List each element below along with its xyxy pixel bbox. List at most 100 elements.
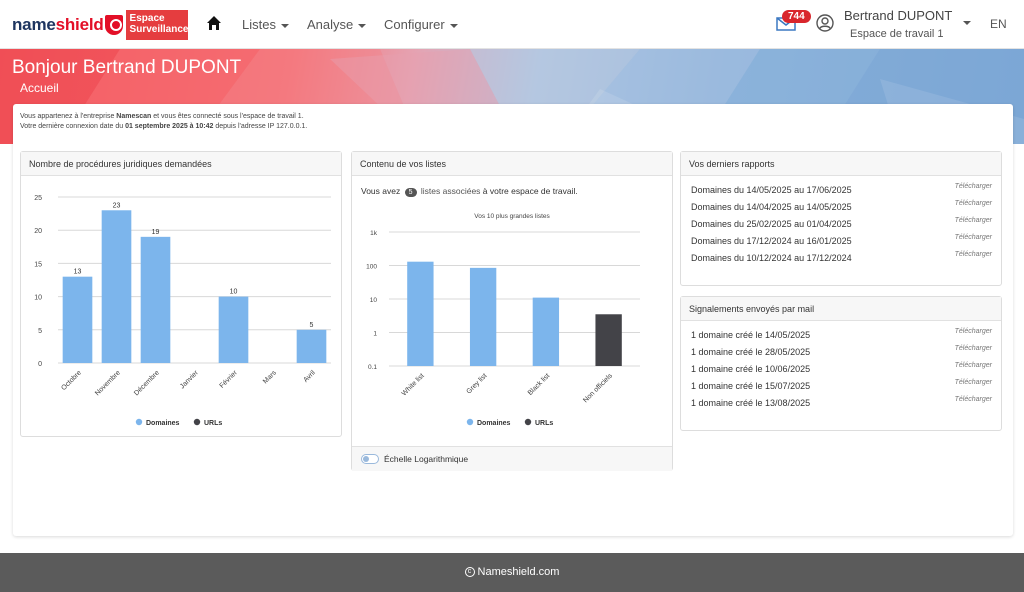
report-label: Domaines du 17/12/2024 au 16/01/2025 <box>691 236 852 246</box>
legend-label: Domaines <box>477 420 511 427</box>
legend-marker <box>466 418 474 426</box>
data-label: 19 <box>152 229 160 236</box>
chevron-down-icon <box>358 23 367 28</box>
lists-link[interactable]: listes associées <box>420 186 481 196</box>
nav-analyse[interactable]: Analyse <box>307 17 367 32</box>
download-link[interactable]: Télécharger <box>954 251 992 258</box>
x-tick-label: White list <box>401 372 426 397</box>
last-login-date: 01 septembre 2025 à 10:42 <box>125 123 214 130</box>
panel-title: Signalements envoyés par mail <box>681 297 1001 321</box>
footer-link[interactable]: Nameshield.com <box>477 566 560 578</box>
home-icon[interactable] <box>206 15 222 31</box>
breadcrumb[interactable]: Accueil <box>20 81 59 95</box>
y-tick-label: 5 <box>38 328 42 335</box>
legend-marker <box>524 418 532 426</box>
report-label: Domaines du 14/04/2025 au 14/05/2025 <box>691 202 852 212</box>
top-navbar: nameshield Espace Surveillances Listes An… <box>0 0 1024 49</box>
report-label: Domaines du 10/12/2024 au 17/12/2024 <box>691 253 852 263</box>
x-tick-label: Novembre <box>94 369 122 397</box>
bar-domaines <box>296 329 327 363</box>
shield-icon <box>104 15 123 35</box>
reports-panel: Vos derniers rapports Domaines du 14/05/… <box>680 151 1002 286</box>
download-link[interactable]: Télécharger <box>954 234 992 241</box>
legend-label: URLs <box>204 420 222 427</box>
bar-domaines <box>101 210 132 363</box>
bar-domaines <box>140 236 171 363</box>
log-scale-label: Échelle Logarithmique <box>384 454 469 464</box>
download-link[interactable]: Télécharger <box>954 200 992 207</box>
x-tick-label: Février <box>219 369 240 390</box>
bar-domaines <box>532 297 560 366</box>
log-scale-toggle[interactable] <box>361 454 379 464</box>
panel-title: Nombre de procédures juridiques demandée… <box>21 152 341 176</box>
download-link[interactable]: Télécharger <box>954 396 992 403</box>
account-intro: Vous appartenez à l'entreprise Namescan … <box>20 113 308 130</box>
nav-configurer[interactable]: Configurer <box>384 17 458 32</box>
chevron-down-icon <box>280 23 289 28</box>
download-link[interactable]: Télécharger <box>954 217 992 224</box>
logo-text-name: name <box>12 15 56 34</box>
download-link[interactable]: Télécharger <box>954 379 992 386</box>
page-title: Bonjour Bertrand DUPONT <box>12 57 242 78</box>
language-switch[interactable]: EN <box>990 17 1007 31</box>
panel-title: Contenu de vos listes <box>352 152 672 176</box>
bar-domaines <box>469 267 497 366</box>
signals-panel: Signalements envoyés par mail 1 domaine … <box>680 296 1002 431</box>
y-tick-label: 1k <box>370 230 378 237</box>
bar-domaines <box>218 296 249 363</box>
bar-domaines <box>407 261 434 366</box>
legend-marker <box>193 418 201 426</box>
user-name[interactable]: Bertrand DUPONT <box>844 8 953 23</box>
download-link[interactable]: Télécharger <box>954 183 992 190</box>
chevron-down-icon[interactable] <box>963 21 971 25</box>
y-tick-label: 0.1 <box>368 364 377 371</box>
y-tick-label: 0 <box>38 361 42 368</box>
panel-title: Vos derniers rapports <box>681 152 1001 176</box>
y-tick-label: 10 <box>34 295 42 302</box>
x-tick-label: Décembre <box>133 369 161 397</box>
data-label: 13 <box>74 269 82 276</box>
y-tick-label: 25 <box>34 195 42 202</box>
lists-summary: Vous avez 5 listes associées à votre esp… <box>361 186 578 197</box>
data-label: 23 <box>113 202 121 209</box>
download-link[interactable]: Télécharger <box>954 328 992 335</box>
x-tick-label: Avril <box>302 369 317 384</box>
x-tick-label: Grey list <box>465 372 488 395</box>
company-name: Namescan <box>116 113 152 120</box>
procedures-chart: 0 5 10 15 20 25 13 Octobre 23 Novembre 19 Décembre J… <box>34 195 331 427</box>
nameshield-logo[interactable]: nameshield Espace Surveillances <box>12 10 194 40</box>
y-tick-label: 100 <box>366 264 377 271</box>
report-label: Domaines du 14/05/2025 au 17/06/2025 <box>691 185 852 195</box>
lists-chart: Vos 10 plus grandes listes 0.1 1 10 100 1k Whi… <box>366 213 640 427</box>
legend-marker <box>135 418 143 426</box>
workspace-name[interactable]: Espace de travail 1 <box>850 28 944 40</box>
signal-label: 1 domaine créé le 28/05/2025 <box>691 347 811 357</box>
nav-listes[interactable]: Listes <box>242 17 289 32</box>
signal-label: 1 domaine créé le 15/07/2025 <box>691 381 811 391</box>
download-link[interactable]: Télécharger <box>954 362 992 369</box>
logo-badge: Espace Surveillances <box>125 10 194 40</box>
signal-label: 1 domaine créé le 14/05/2025 <box>691 330 811 340</box>
data-label: 5 <box>310 322 314 329</box>
legend-label: Domaines <box>146 420 180 427</box>
logo-text-shield: shield <box>55 15 104 34</box>
chevron-down-icon <box>449 23 458 28</box>
user-circle-icon[interactable] <box>816 14 834 32</box>
legend-label: URLs <box>535 420 553 427</box>
y-tick-label: 10 <box>370 297 378 304</box>
download-link[interactable]: Télécharger <box>954 345 992 352</box>
x-tick-label: Non officiels <box>582 372 614 404</box>
signal-label: 1 domaine créé le 13/08/2025 <box>691 398 811 408</box>
x-tick-label: Mars <box>262 369 278 385</box>
x-tick-label: Janvier <box>179 369 200 390</box>
report-label: Domaines du 25/02/2025 au 01/04/2025 <box>691 219 852 229</box>
x-tick-label: Black list <box>527 372 552 397</box>
chart-title: Vos 10 plus grandes listes <box>474 213 550 220</box>
copyright-icon: c <box>464 567 475 578</box>
y-tick-label: 1 <box>373 331 377 338</box>
mail-count-badge[interactable]: 744 <box>782 10 811 23</box>
y-tick-label: 20 <box>34 228 42 235</box>
log-scale-bar: Échelle Logarithmique <box>352 446 672 471</box>
lists-panel: Contenu de vos listes Vous avez 5 listes… <box>351 151 673 471</box>
footer: c Nameshield.com <box>0 553 1024 592</box>
